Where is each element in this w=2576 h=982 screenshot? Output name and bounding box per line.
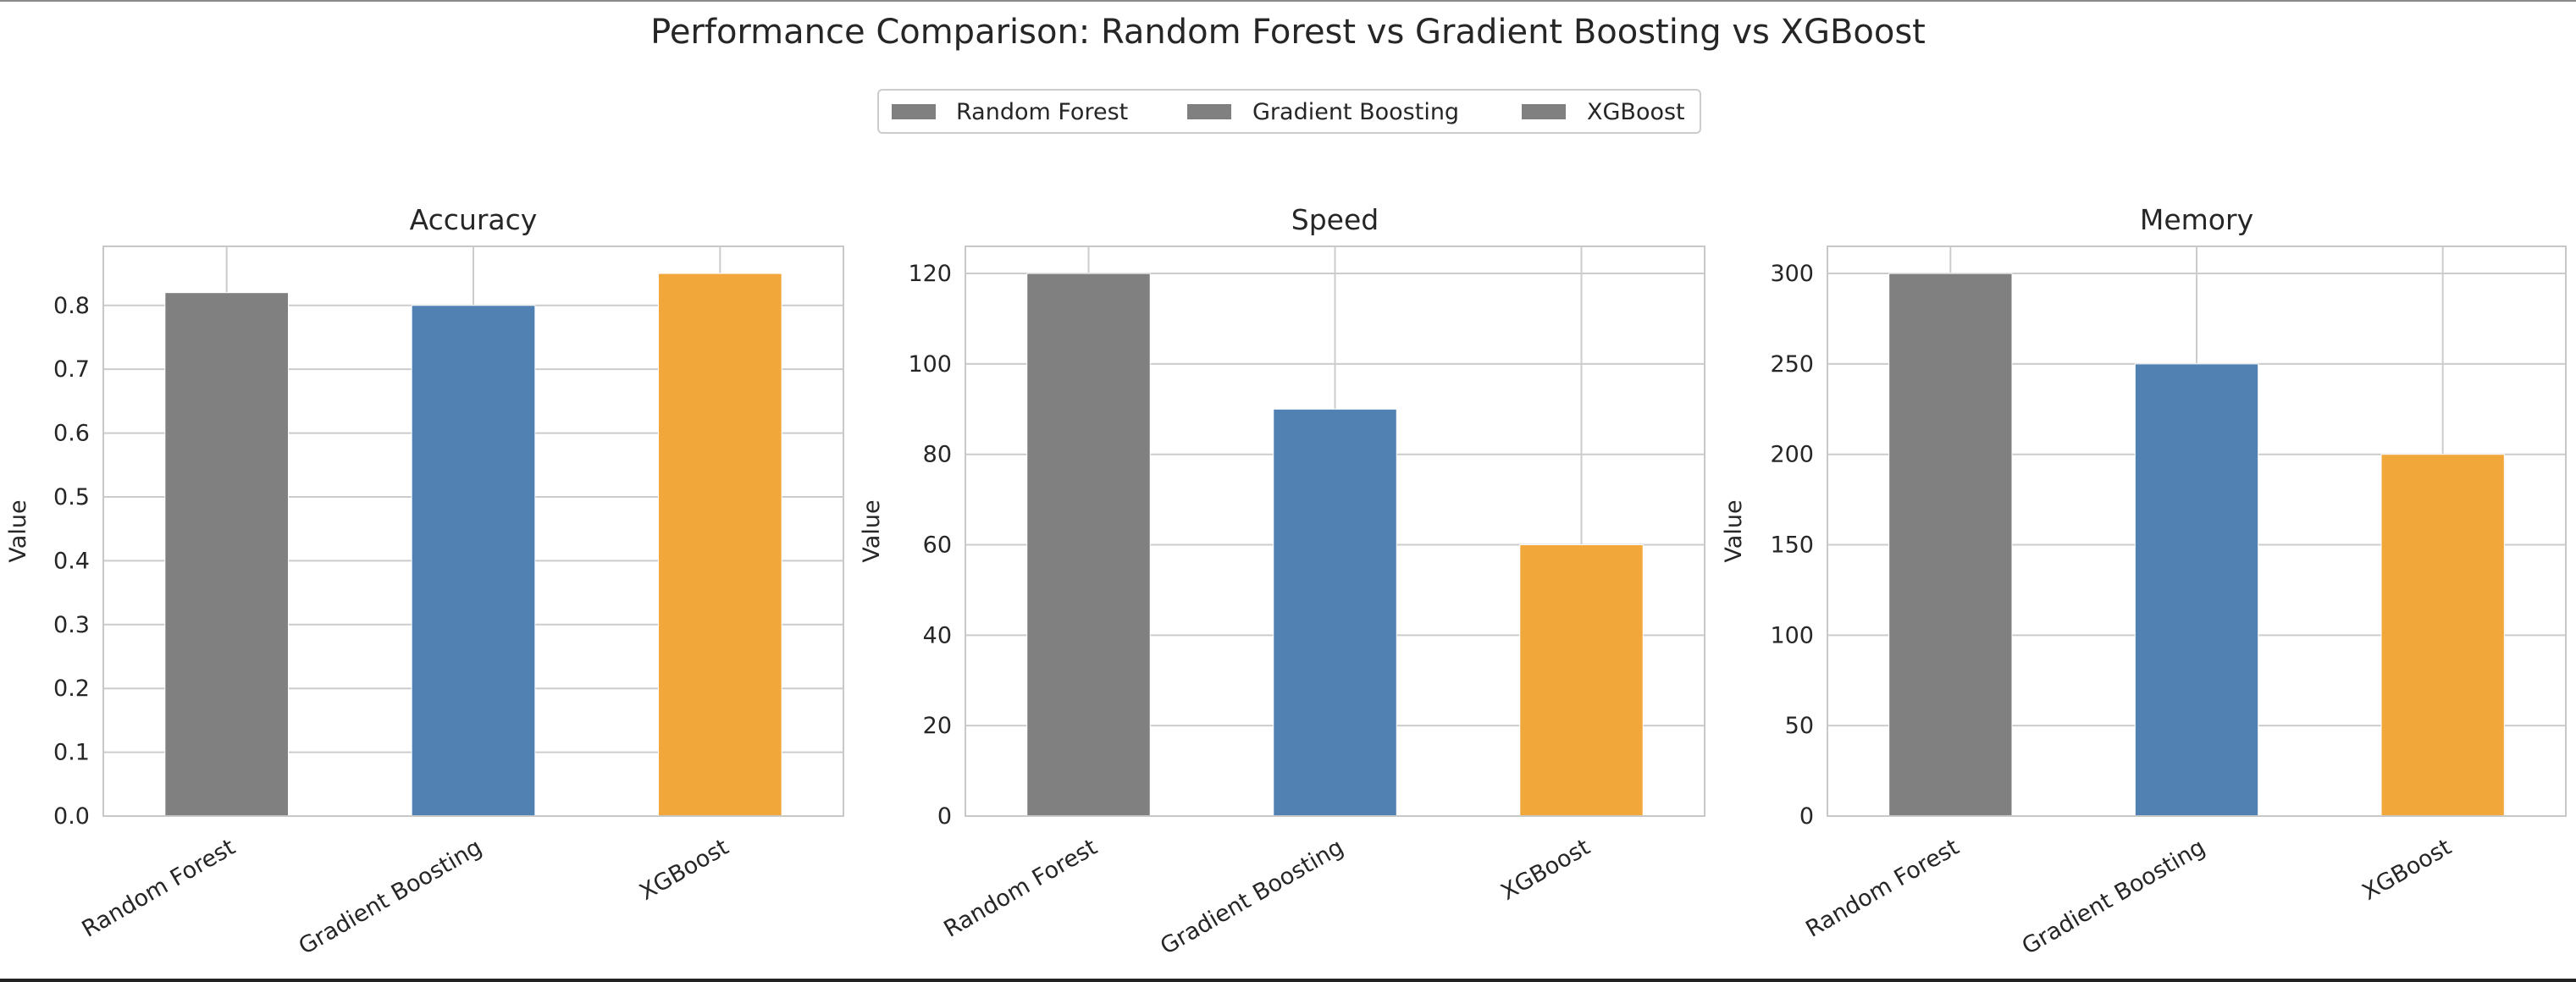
speed-ytick-label-6: 120: [908, 261, 952, 287]
legend-label-xgboost: XGBoost: [1587, 99, 1685, 125]
speed-axes-frame: [965, 246, 1705, 817]
legend-swatch-xgboost: [1522, 104, 1566, 119]
accuracy-ytick-label-3: 0.3: [53, 612, 90, 638]
speed-ytick-label-1: 20: [923, 713, 952, 739]
accuracy-ytick-label-8: 0.8: [53, 293, 90, 319]
speed-panel: 0 20 40 60 80 100 120 Random Forest Gradient Boo…: [859, 203, 1705, 960]
speed-bar-xgboost: [1519, 544, 1644, 817]
memory-bar-xgboost: [2380, 454, 2505, 817]
speed-title: Speed: [1291, 203, 1379, 236]
accuracy-ytick-label-2: 0.2: [53, 676, 90, 702]
memory-panel: 0 50 100 150 200 250 300 Random Forest Gradient …: [1721, 203, 2567, 960]
legend-label-random-forest: Random Forest: [956, 99, 1128, 125]
memory-xtick-label-xgboost: XGBoost: [2358, 834, 2457, 906]
accuracy-ytick-label-6: 0.6: [53, 421, 90, 447]
accuracy-xtick-label-xgboost: XGBoost: [635, 834, 733, 906]
memory-ytick-label-6: 300: [1770, 261, 1814, 287]
memory-bar-random-forest: [1888, 273, 2013, 817]
legend-swatch-random-forest: [892, 104, 936, 119]
speed-bar-random-forest: [1026, 273, 1151, 817]
speed-ytick-label-2: 40: [923, 622, 952, 648]
accuracy-ytick-label-1: 0.1: [53, 740, 90, 766]
legend-frame: [877, 89, 1701, 134]
memory-axes-frame: [1827, 246, 2567, 817]
speed-xtick-label-random-forest: Random Forest: [939, 834, 1102, 942]
legend-item-random-forest: Random Forest: [892, 99, 1128, 125]
accuracy-ytick-label-7: 0.7: [53, 356, 90, 383]
accuracy-panel: 0.0 0.1 0.2 0.3 0.4 0.5 0.6 0.7 0.8 Random Forest…: [5, 203, 844, 960]
legend-item-gradient-boosting: Gradient Boosting: [1187, 99, 1459, 125]
accuracy-ylabel: Value: [5, 499, 31, 562]
accuracy-xtick-label-random-forest: Random Forest: [78, 834, 240, 942]
speed-ytick-label-3: 60: [923, 532, 952, 559]
legend-label-gradient-boosting: Gradient Boosting: [1252, 99, 1459, 125]
memory-bar-gradient-boosting: [2134, 363, 2259, 817]
accuracy-bar-xgboost: [658, 273, 782, 817]
accuracy-ytick-label-4: 0.4: [53, 548, 90, 574]
accuracy-axes-frame: [102, 246, 844, 817]
memory-xtick-label-random-forest: Random Forest: [1801, 834, 1964, 942]
accuracy-bar-random-forest: [164, 292, 289, 817]
accuracy-ytick-label-0: 0.0: [53, 803, 90, 830]
memory-title: Memory: [2140, 203, 2253, 236]
memory-ytick-label-4: 200: [1770, 442, 1814, 468]
legend-swatch-gradient-boosting: [1187, 104, 1231, 119]
legend: Random Forest Gradient Boosting XGBoost: [877, 89, 1701, 134]
memory-ytick-label-3: 150: [1770, 532, 1814, 559]
speed-ytick-label-5: 100: [908, 351, 952, 378]
accuracy-xtick-label-gradient-boosting: Gradient Boosting: [295, 834, 487, 960]
memory-ytick-label-1: 50: [1785, 713, 1814, 739]
speed-xtick-label-gradient-boosting: Gradient Boosting: [1156, 834, 1348, 960]
accuracy-bar-gradient-boosting: [411, 305, 536, 817]
memory-ytick-label-2: 100: [1770, 622, 1814, 648]
memory-ytick-label-0: 0: [1799, 803, 1814, 830]
memory-xtick-label-gradient-boosting: Gradient Boosting: [2018, 834, 2210, 960]
legend-item-xgboost: XGBoost: [1522, 99, 1685, 125]
speed-ylabel: Value: [859, 499, 885, 562]
speed-ytick-label-4: 80: [923, 442, 952, 468]
speed-bar-gradient-boosting: [1273, 408, 1397, 817]
speed-ytick-label-0: 0: [937, 803, 952, 830]
figure-title: Performance Comparison: Random Forest vs…: [650, 13, 1926, 52]
accuracy-ytick-label-5: 0.5: [53, 484, 90, 510]
memory-ytick-label-5: 250: [1770, 351, 1814, 378]
accuracy-title: Accuracy: [410, 203, 538, 236]
chart-panels: 0.0 0.1 0.2 0.3 0.4 0.5 0.6 0.7 0.8 Random Forest…: [5, 203, 2567, 960]
memory-ylabel: Value: [1721, 499, 1747, 562]
speed-xtick-label-xgboost: XGBoost: [1496, 834, 1595, 906]
